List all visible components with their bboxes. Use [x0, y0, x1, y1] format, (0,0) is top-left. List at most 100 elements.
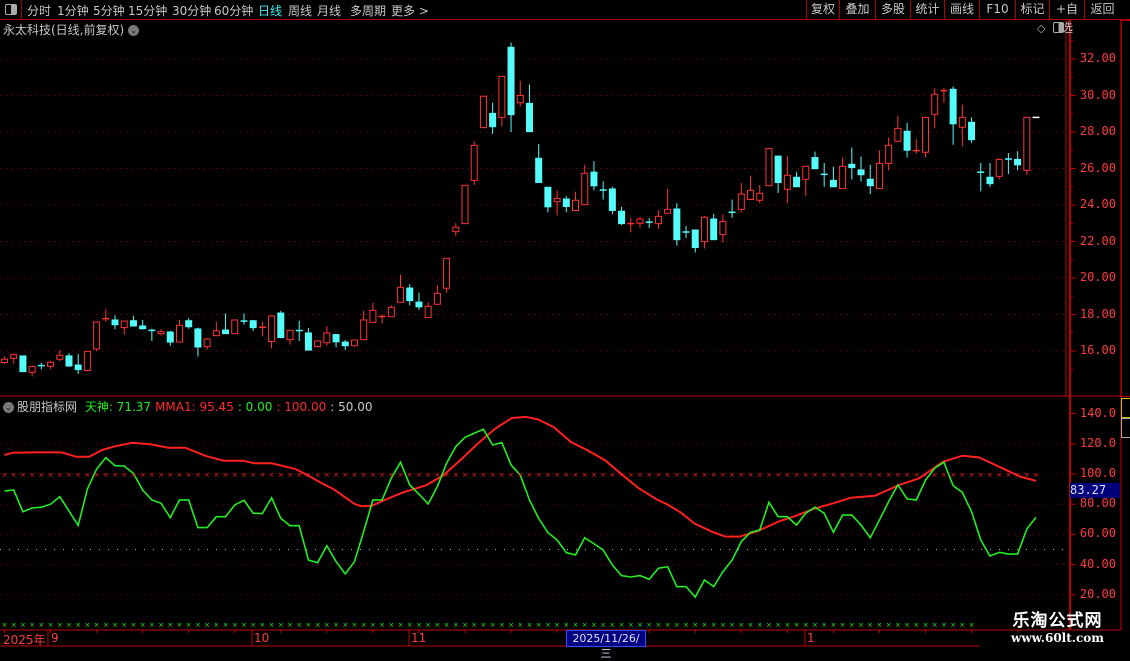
- toolbar-button[interactable]: 画线: [944, 0, 979, 19]
- period-tab[interactable]: 60分钟: [214, 4, 254, 18]
- candle-body: [111, 319, 119, 326]
- candle-body: [535, 157, 543, 184]
- toolbar-button[interactable]: +自选: [1049, 0, 1084, 35]
- candle: [387, 305, 395, 318]
- ref-0-marker: ×: [213, 621, 219, 629]
- candle: [129, 315, 137, 327]
- candle: [433, 285, 441, 305]
- candle-body: [636, 218, 644, 224]
- candle: [553, 190, 561, 216]
- ref-0-marker: ×: [398, 621, 404, 629]
- candle: [461, 184, 469, 225]
- right-side-tab-yellow[interactable]: [1121, 398, 1130, 418]
- ref-100-marker: ×: [582, 471, 588, 479]
- ref-100-marker: ×: [2, 471, 8, 479]
- candle-body: [314, 340, 322, 348]
- ref-0-marker: ×: [812, 621, 818, 629]
- candle: [1014, 151, 1022, 171]
- ref-100-marker: ×: [655, 471, 661, 479]
- period-tab[interactable]: 30分钟: [172, 4, 212, 18]
- toolbar-button[interactable]: 多股: [875, 0, 910, 19]
- candle-body: [958, 116, 966, 128]
- candle: [820, 163, 828, 187]
- ref-0-marker: ×: [683, 621, 689, 629]
- candle-body: [664, 208, 672, 214]
- period-tab[interactable]: 日线: [258, 4, 283, 18]
- period-tab[interactable]: 分时: [27, 4, 52, 18]
- right-side-tabs[interactable]: [1121, 20, 1130, 397]
- candle: [829, 166, 837, 188]
- ref-0-marker: ×: [803, 621, 809, 629]
- period-tab[interactable]: 周线: [288, 4, 313, 18]
- candle-body: [673, 208, 681, 241]
- ref-0-marker: ×: [158, 621, 164, 629]
- candle: [194, 327, 202, 357]
- ref-0-marker: ×: [352, 621, 358, 629]
- candle-body: [387, 306, 395, 318]
- ref-100-marker: ×: [149, 471, 155, 479]
- panel-toggle-button[interactable]: [0, 0, 22, 19]
- candle: [507, 42, 515, 132]
- ref-0-marker: ×: [573, 621, 579, 629]
- ref-100-marker: ×: [591, 471, 597, 479]
- period-tab[interactable]: 更多 >: [391, 4, 429, 18]
- candle-body: [572, 199, 580, 211]
- ref-100-marker: ×: [48, 471, 54, 479]
- price-tick-label: 28.00: [1079, 124, 1116, 138]
- diamond-icon[interactable]: ◇: [1037, 22, 1046, 35]
- period-tab[interactable]: 多周期: [350, 4, 387, 18]
- stock-title[interactable]: 永太科技(日线,前复权) ⌄: [3, 21, 140, 38]
- period-tab[interactable]: 月线: [317, 4, 342, 18]
- ref-0-marker: ×: [177, 621, 183, 629]
- candle: [397, 274, 405, 303]
- toolbar-button[interactable]: 标记: [1015, 0, 1049, 19]
- candle-body: [47, 361, 55, 367]
- period-tab[interactable]: 1分钟: [57, 4, 89, 18]
- panel-layout-icon[interactable]: [1053, 22, 1064, 33]
- period-tab[interactable]: 5分钟: [93, 4, 125, 18]
- candle-body: [1, 358, 8, 363]
- candle: [111, 315, 119, 330]
- ref-100-marker: ×: [471, 471, 477, 479]
- ref-0-marker: ×: [416, 621, 422, 629]
- toolbar-button[interactable]: F10: [979, 0, 1015, 19]
- ref-0-marker: ×: [278, 621, 284, 629]
- ref-0-marker: ×: [84, 621, 90, 629]
- ref-0-marker: ×: [269, 621, 275, 629]
- toolbar-button[interactable]: 叠加: [839, 0, 875, 19]
- price-tick-label: 16.00: [1079, 343, 1116, 357]
- candle: [581, 164, 589, 206]
- toolbar-button[interactable]: 返回: [1084, 0, 1120, 19]
- ref-100-marker: ×: [112, 471, 118, 479]
- toolbar-button[interactable]: 复权: [806, 0, 839, 19]
- ref-0-marker: ×: [112, 621, 118, 629]
- period-tab[interactable]: 15分钟: [128, 4, 168, 18]
- right-side-tab[interactable]: [1121, 418, 1130, 438]
- candle-body: [231, 319, 239, 335]
- legend-entry: : 0.00: [237, 400, 273, 414]
- toolbar-button[interactable]: 统计: [910, 0, 944, 19]
- ref-100-marker: ×: [315, 471, 321, 479]
- chevron-down-icon[interactable]: ⌄: [3, 402, 14, 413]
- candle: [590, 161, 598, 191]
- ref-0-marker: ×: [250, 621, 256, 629]
- ref-100-marker: ×: [748, 471, 754, 479]
- candle: [93, 321, 101, 351]
- candle: [903, 122, 911, 158]
- candle-body: [194, 328, 202, 348]
- candle: [747, 175, 755, 201]
- ref-100-marker: ×: [324, 471, 330, 479]
- ref-100-marker: ×: [425, 471, 431, 479]
- ref-0-marker: ×: [11, 621, 17, 629]
- ref-0-marker: ×: [766, 621, 772, 629]
- ref-100-marker: ×: [527, 471, 533, 479]
- ref-0-marker: ×: [637, 621, 643, 629]
- ref-100-marker: ×: [480, 471, 486, 479]
- candle: [875, 150, 883, 190]
- watermark-logo: 乐淘公式网 www.60lt.com: [985, 606, 1130, 650]
- ref-100-marker: ×: [241, 471, 247, 479]
- ref-0-marker: ×: [775, 621, 781, 629]
- chevron-down-icon[interactable]: ⌄: [128, 25, 140, 36]
- candle: [304, 328, 312, 351]
